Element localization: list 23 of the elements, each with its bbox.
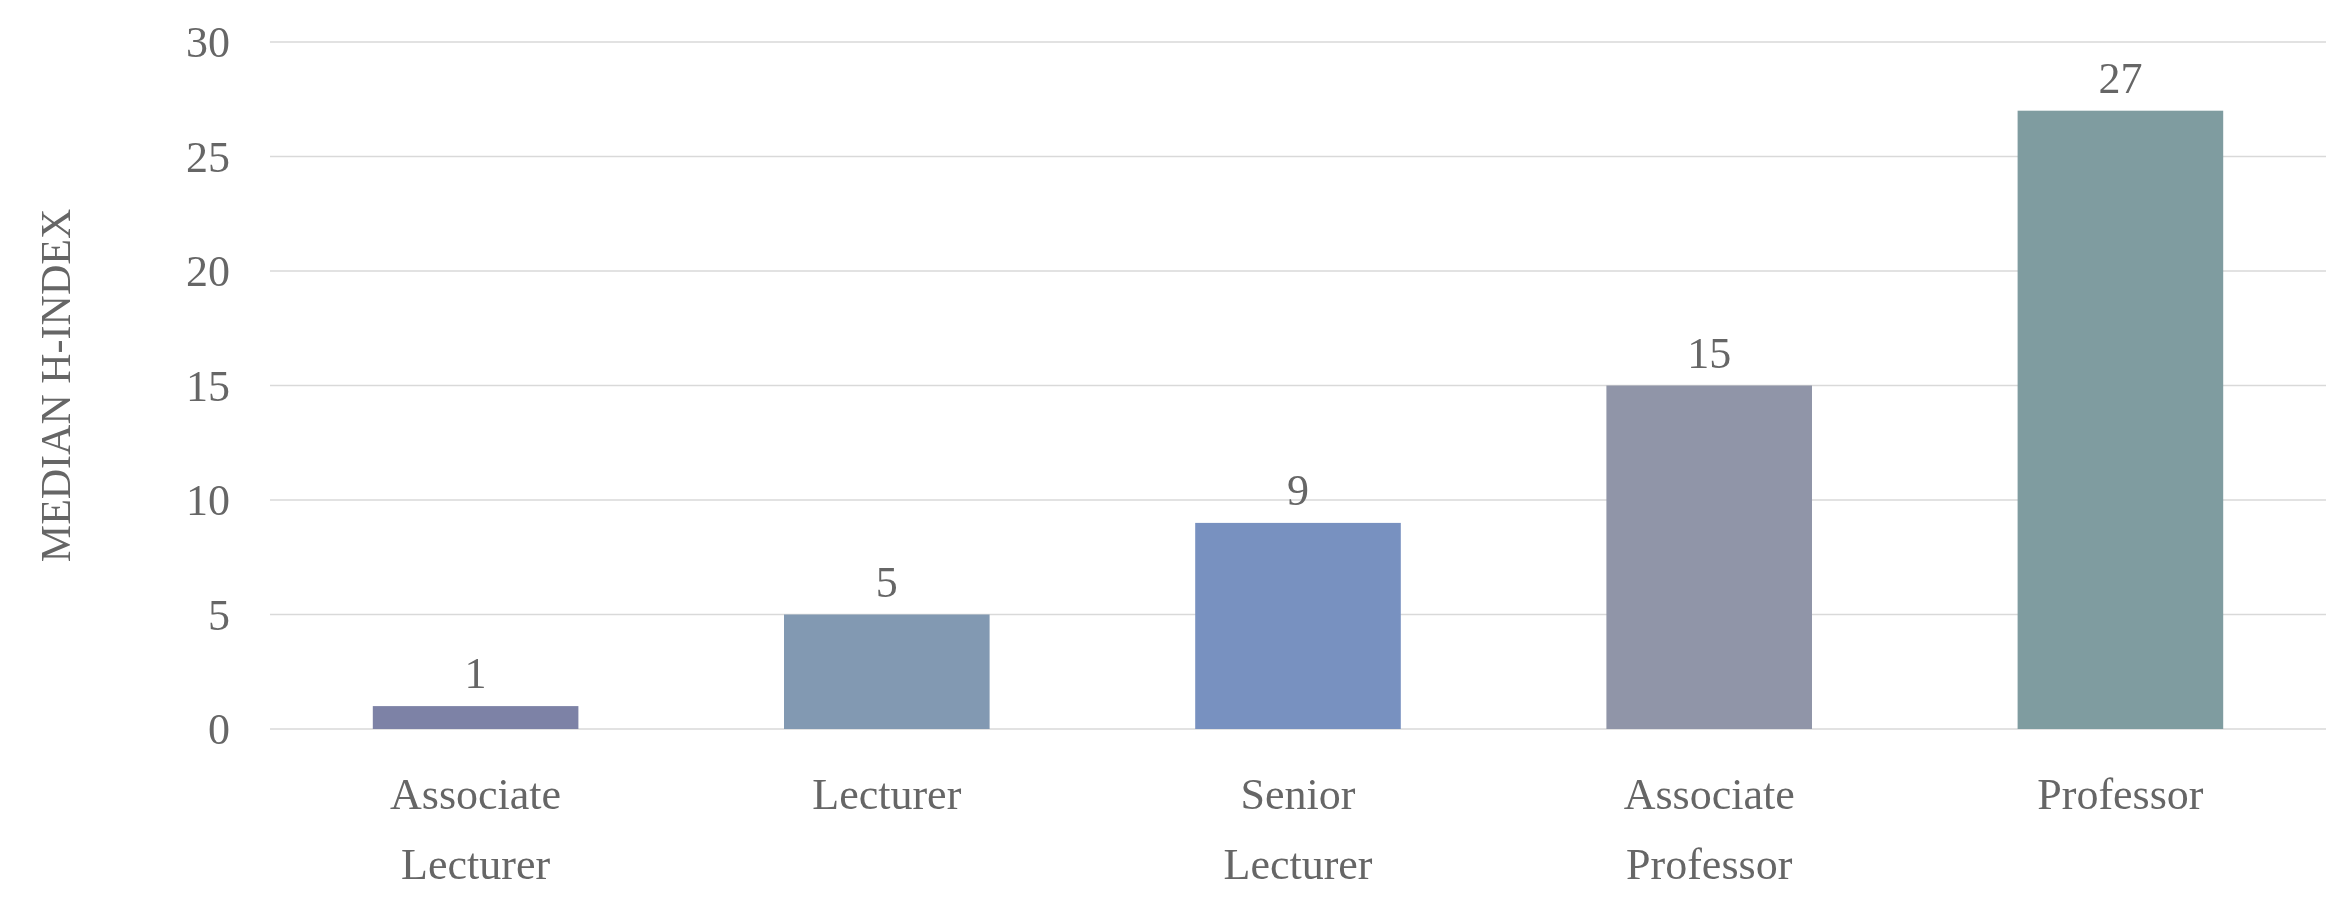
data-label: 27	[2098, 53, 2143, 103]
y-tick-label: 5	[208, 590, 230, 640]
data-label: 15	[1687, 328, 1732, 378]
bar	[1606, 385, 1812, 729]
x-tick-label: Associate Lecturer	[390, 770, 562, 889]
x-tick-label: Professor	[2037, 770, 2204, 819]
data-label: 5	[875, 557, 898, 607]
y-tick-label: 30	[186, 18, 230, 68]
y-axis-title: MEDIAN H-INDEX	[33, 208, 79, 563]
bar	[372, 706, 579, 729]
x-tick-label: Associate Professor	[1623, 770, 1795, 889]
data-label: 9	[1287, 465, 1309, 515]
y-tick-label: 25	[186, 132, 230, 182]
bar	[2017, 110, 2224, 729]
y-tick-label: 15	[186, 361, 230, 411]
y-tick-label: 0	[208, 705, 230, 755]
bar	[784, 614, 990, 729]
y-tick-label: 10	[186, 476, 230, 526]
x-tick-label: Lecturer	[812, 770, 962, 819]
y-tick-label: 20	[186, 247, 230, 297]
bar	[1195, 522, 1401, 729]
x-tick-label: Senior Lecturer	[1223, 770, 1373, 889]
data-label: 1	[464, 649, 487, 699]
